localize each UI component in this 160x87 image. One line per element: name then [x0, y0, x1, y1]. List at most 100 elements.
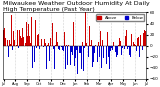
Bar [41, 39, 42, 46]
Bar [36, 46, 37, 48]
Bar [133, 42, 134, 46]
Bar [54, 46, 55, 69]
Bar [82, 42, 83, 46]
Bar [14, 40, 15, 46]
Bar [51, 31, 52, 46]
Bar [34, 46, 35, 62]
Bar [57, 42, 58, 46]
Legend: Above, Below: Above, Below [96, 14, 144, 21]
Bar [109, 46, 110, 69]
Bar [39, 46, 40, 49]
Bar [7, 40, 8, 46]
Bar [25, 43, 26, 46]
Bar [58, 46, 59, 49]
Bar [97, 46, 98, 62]
Bar [24, 20, 25, 46]
Bar [66, 45, 67, 46]
Bar [21, 38, 22, 46]
Bar [63, 46, 64, 51]
Bar [130, 46, 131, 56]
Bar [64, 32, 65, 46]
Bar [8, 46, 9, 57]
Bar [131, 34, 132, 46]
Bar [113, 42, 114, 46]
Bar [15, 39, 16, 46]
Bar [115, 46, 116, 52]
Bar [125, 36, 126, 46]
Bar [95, 45, 96, 46]
Bar [11, 15, 12, 46]
Bar [73, 22, 74, 46]
Bar [30, 43, 31, 46]
Bar [106, 46, 107, 64]
Bar [22, 28, 23, 46]
Bar [60, 46, 61, 68]
Bar [61, 46, 62, 47]
Bar [103, 46, 104, 58]
Bar [93, 46, 94, 62]
Bar [83, 46, 84, 72]
Bar [45, 43, 46, 46]
Bar [145, 31, 146, 46]
Bar [140, 35, 141, 46]
Bar [77, 46, 78, 74]
Bar [16, 45, 17, 46]
Bar [84, 46, 85, 48]
Bar [38, 34, 39, 46]
Bar [32, 46, 33, 68]
Text: Milwaukee Weather Outdoor Humidity At Daily High Temperature (Past Year): Milwaukee Weather Outdoor Humidity At Da… [3, 1, 150, 12]
Bar [142, 46, 143, 50]
Bar [31, 17, 32, 46]
Bar [44, 39, 45, 46]
Bar [100, 31, 101, 46]
Bar [12, 46, 13, 50]
Bar [5, 38, 6, 46]
Bar [9, 40, 10, 46]
Bar [120, 41, 121, 46]
Bar [68, 45, 69, 46]
Bar [86, 43, 87, 46]
Bar [46, 46, 47, 69]
Bar [94, 46, 95, 53]
Bar [88, 46, 89, 57]
Bar [87, 46, 88, 58]
Bar [70, 46, 71, 65]
Bar [52, 23, 53, 46]
Bar [53, 46, 54, 49]
Bar [118, 45, 119, 46]
Bar [48, 43, 49, 46]
Bar [110, 46, 111, 51]
Bar [126, 30, 127, 46]
Bar [89, 26, 90, 46]
Bar [28, 24, 29, 46]
Bar [18, 46, 19, 48]
Bar [137, 37, 138, 46]
Bar [132, 43, 133, 46]
Bar [102, 40, 103, 46]
Bar [136, 46, 137, 51]
Bar [72, 46, 73, 55]
Bar [81, 46, 82, 69]
Bar [23, 37, 24, 46]
Bar [108, 46, 109, 57]
Bar [144, 30, 145, 46]
Bar [111, 46, 112, 48]
Bar [79, 46, 80, 53]
Bar [10, 44, 11, 46]
Bar [59, 46, 60, 50]
Bar [90, 45, 91, 46]
Bar [29, 36, 30, 46]
Bar [37, 35, 38, 46]
Bar [101, 46, 102, 68]
Bar [138, 37, 139, 46]
Bar [50, 38, 51, 46]
Bar [116, 46, 117, 57]
Bar [117, 46, 118, 55]
Bar [74, 46, 75, 66]
Bar [75, 46, 76, 58]
Bar [80, 46, 81, 53]
Bar [96, 46, 97, 61]
Bar [99, 46, 100, 57]
Bar [47, 45, 48, 46]
Bar [124, 46, 125, 49]
